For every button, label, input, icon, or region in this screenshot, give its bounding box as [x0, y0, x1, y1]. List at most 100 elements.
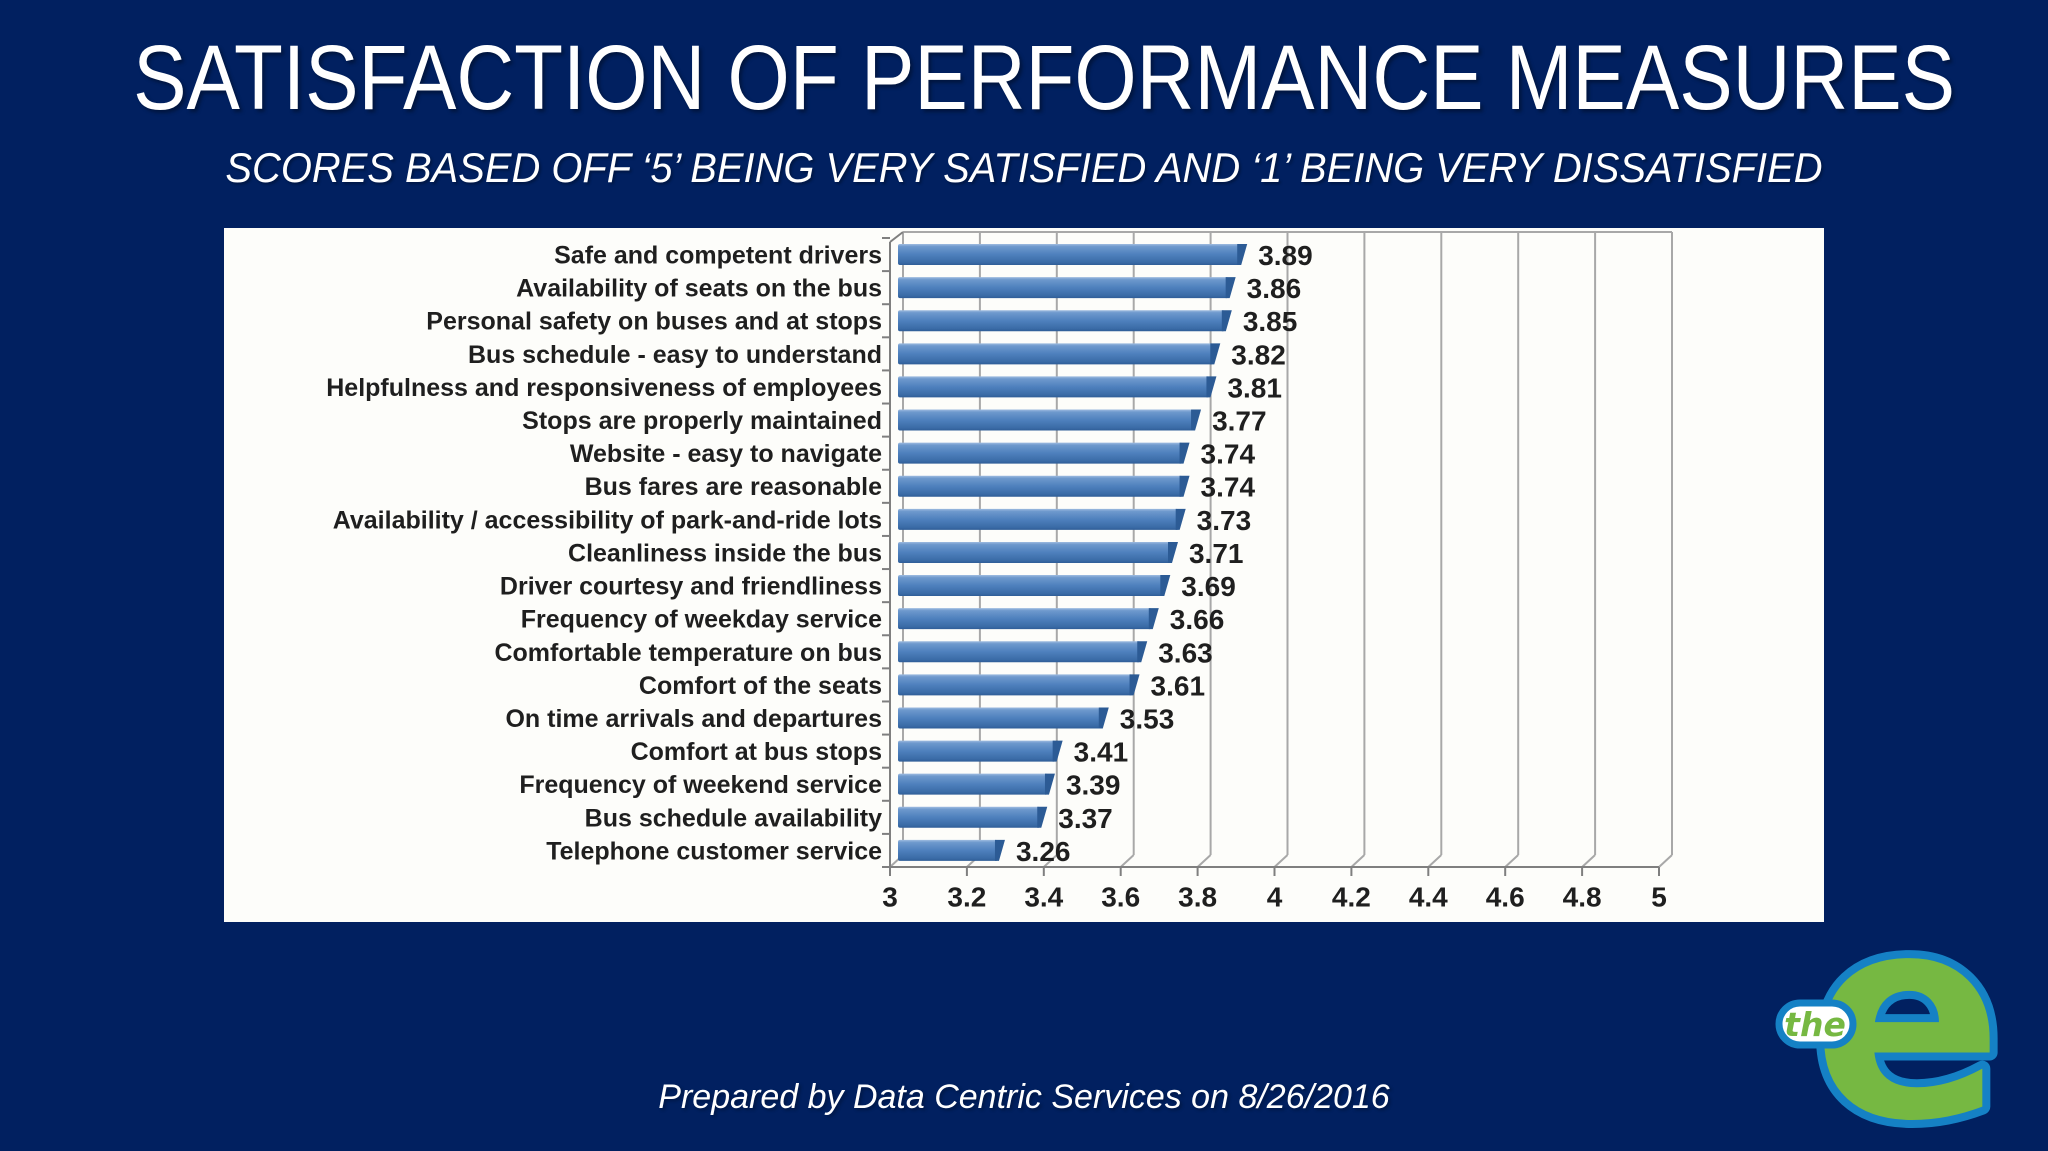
category-label: Stops are properly maintained: [522, 407, 882, 435]
value-label: 3.86: [1247, 273, 1302, 304]
value-label: 3.69: [1181, 571, 1236, 602]
value-label: 3.37: [1058, 803, 1113, 834]
bar: [898, 806, 1041, 828]
bar-tip: [1175, 508, 1186, 530]
value-label: 3.71: [1189, 538, 1244, 569]
category-label: Comfort at bus stops: [631, 738, 882, 766]
category-label: Bus schedule availability: [585, 804, 882, 832]
x-tick-label: 4.6: [1486, 882, 1525, 913]
bar-tip: [1129, 674, 1140, 696]
gridline-foot: [1427, 854, 1442, 868]
category-label: Frequency of weekend service: [519, 771, 882, 799]
x-tick-label: 5: [1651, 882, 1667, 913]
bar-tip: [1052, 740, 1063, 762]
bar: [898, 508, 1179, 530]
value-label: 3.89: [1258, 240, 1313, 271]
logo-the-pill: [1775, 999, 1857, 1049]
bar: [898, 277, 1229, 299]
bar-tip: [1179, 475, 1190, 497]
page-title: SATISFACTION OF PERFORMANCE MEASURES: [133, 27, 1955, 129]
value-label: 3.53: [1120, 703, 1175, 734]
category-label: Bus schedule - easy to understand: [468, 341, 882, 369]
bar-tip: [1167, 541, 1178, 563]
value-label: 3.81: [1227, 372, 1282, 403]
value-label: 3.77: [1212, 406, 1267, 437]
logo-word-the: the: [1784, 1005, 1846, 1044]
bar-tip: [1206, 376, 1217, 398]
gridline-foot: [1043, 854, 1058, 868]
value-label: 3.26: [1016, 836, 1071, 867]
bar: [898, 541, 1171, 563]
chart-panel: 3 3.2 3.4 3.6 3.8 4 4.2 4.4 4.6 4.8 5 Safe and comp…: [224, 228, 1824, 922]
value-label: 3.73: [1197, 505, 1252, 536]
value-label: 3.74: [1201, 472, 1256, 503]
bar: [898, 343, 1214, 365]
bar-tip: [1137, 641, 1148, 663]
footer-credit: Prepared by Data Centric Services on 8/2…: [658, 1078, 1390, 1116]
bar-tip: [1210, 343, 1221, 365]
bar: [898, 442, 1183, 464]
category-label: Safe and competent drivers: [554, 242, 882, 270]
bar: [898, 839, 998, 861]
page-subtitle: SCORES BASED OFF ‘5’ BEING VERY SATISFIE…: [225, 144, 1823, 191]
bar-chart: 3 3.2 3.4 3.6 3.8 4 4.2 4.4 4.6 4.8 5 Safe and comp…: [326, 231, 1673, 913]
value-label: 3.63: [1158, 637, 1213, 668]
category-label: Website - easy to navigate: [570, 440, 882, 468]
x-tick-label: 4: [1267, 882, 1283, 913]
category-label: Telephone customer service: [546, 837, 882, 865]
value-label: 3.66: [1170, 604, 1225, 635]
bar: [898, 376, 1210, 398]
category-label: Helpfulness and responsiveness of employ…: [326, 374, 882, 402]
category-label: Driver courtesy and friendliness: [500, 573, 882, 601]
bar-tip: [1148, 608, 1159, 630]
bar: [898, 707, 1102, 729]
value-label: 3.41: [1074, 737, 1129, 768]
the-e-logo: e the: [1775, 924, 2011, 1150]
value-label: 3.39: [1066, 770, 1121, 801]
category-label: Availability of seats on the bus: [516, 275, 882, 303]
x-tick-label: 3.6: [1101, 882, 1140, 913]
x-tick-label: 3.2: [947, 882, 986, 913]
category-label: Bus fares are reasonable: [585, 473, 882, 501]
x-tick-label: 4.4: [1409, 882, 1448, 913]
bar-tip: [1179, 442, 1190, 464]
category-label: Availability / accessibility of park-and…: [333, 506, 882, 534]
bar: [898, 773, 1048, 795]
category-label: Comfortable temperature on bus: [494, 639, 882, 667]
bar: [898, 409, 1195, 431]
bar: [898, 310, 1225, 332]
bar-tip: [1098, 707, 1109, 729]
bar-tip: [1160, 575, 1171, 597]
bar-tip: [1191, 409, 1202, 431]
y-axis-top-bevel: [889, 231, 904, 243]
bar-tip: [1044, 773, 1055, 795]
bar-tip: [994, 839, 1005, 861]
bar-tip: [1221, 310, 1232, 332]
x-tick-label: 4.2: [1332, 882, 1371, 913]
x-tick-label: 3: [882, 882, 898, 913]
value-label: 3.85: [1243, 306, 1298, 337]
bar-tip: [1225, 277, 1236, 299]
bar: [898, 244, 1241, 265]
bar: [898, 674, 1133, 696]
bar-tip: [1037, 806, 1048, 828]
gridline-foot: [1581, 854, 1596, 868]
bar: [898, 475, 1183, 497]
bar: [898, 575, 1164, 597]
value-label: 3.74: [1201, 439, 1256, 470]
bar: [898, 740, 1056, 762]
gridline-foot: [1504, 854, 1519, 868]
gridline-foot: [1350, 854, 1366, 868]
x-tick-label: 3.8: [1178, 882, 1217, 913]
bar: [898, 608, 1152, 630]
gridline-foot: [1120, 854, 1135, 868]
category-label: Cleanliness inside the bus: [568, 539, 882, 567]
category-label: Personal safety on buses and at stops: [426, 308, 882, 336]
x-tick-label: 4.8: [1563, 882, 1602, 913]
value-label: 3.82: [1231, 339, 1286, 370]
bar: [898, 641, 1141, 663]
gridline-foot: [1196, 854, 1212, 868]
value-label: 3.61: [1151, 670, 1206, 701]
category-label: Frequency of weekday service: [521, 606, 882, 634]
